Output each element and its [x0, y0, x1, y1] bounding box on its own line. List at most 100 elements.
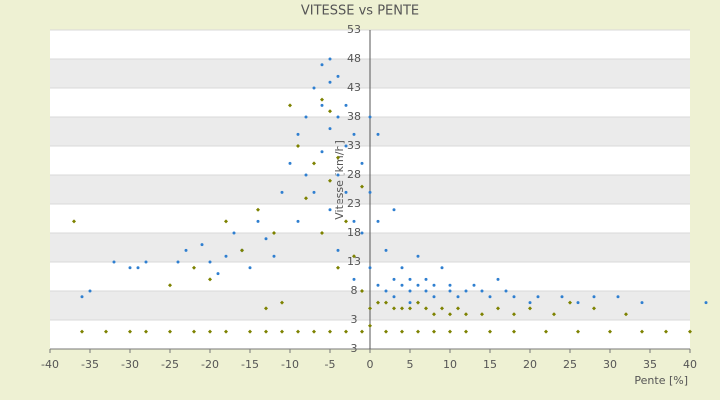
- point: [400, 306, 404, 311]
- point: [312, 329, 316, 334]
- point: [328, 57, 332, 61]
- point: [224, 219, 228, 224]
- point: [344, 329, 348, 334]
- point: [392, 306, 396, 311]
- point: [392, 277, 396, 281]
- point: [256, 207, 260, 212]
- point: [384, 300, 388, 305]
- point: [208, 329, 212, 334]
- point: [360, 289, 364, 293]
- point: [80, 295, 84, 299]
- point: [360, 329, 364, 334]
- point: [552, 312, 556, 317]
- point: [344, 190, 348, 194]
- point: [440, 306, 444, 311]
- point: [328, 127, 332, 131]
- point: [416, 329, 420, 334]
- point: [336, 173, 340, 177]
- point: [232, 231, 236, 235]
- point: [168, 329, 172, 334]
- point: [320, 150, 324, 154]
- point: [368, 115, 372, 119]
- y-tick-label: 18: [347, 226, 361, 239]
- point: [568, 300, 572, 305]
- point: [704, 301, 708, 305]
- point: [304, 115, 308, 119]
- x-axis-title: Pente [%]: [634, 374, 688, 387]
- point: [336, 115, 340, 119]
- point: [144, 329, 148, 334]
- point: [336, 265, 340, 270]
- point: [224, 329, 228, 334]
- point: [480, 312, 484, 317]
- point: [296, 329, 300, 334]
- point: [432, 283, 436, 287]
- point: [544, 329, 548, 334]
- point: [616, 295, 620, 299]
- y-axis-title: Vitesse [km/h]: [333, 140, 346, 220]
- point: [304, 196, 308, 201]
- point: [416, 283, 420, 287]
- x-tick-label: 5: [407, 358, 414, 371]
- point: [328, 329, 332, 334]
- x-tick-label: 35: [643, 358, 657, 371]
- point: [104, 329, 108, 334]
- point: [208, 277, 212, 282]
- point: [72, 219, 76, 224]
- point: [488, 329, 492, 334]
- point: [272, 254, 276, 258]
- x-tick-label: -30: [121, 358, 139, 371]
- y-tick-label: 3: [351, 313, 358, 326]
- point: [432, 329, 436, 334]
- point: [640, 329, 644, 334]
- point: [472, 283, 476, 287]
- point: [592, 306, 596, 311]
- point: [664, 329, 668, 334]
- point: [464, 312, 468, 317]
- point: [336, 74, 340, 78]
- point: [392, 295, 396, 299]
- point: [224, 254, 228, 258]
- point: [88, 289, 92, 293]
- point: [200, 243, 204, 247]
- point: [320, 231, 324, 235]
- point: [176, 260, 180, 264]
- point: [536, 295, 540, 299]
- x-tick-label: 0: [367, 358, 374, 371]
- point: [512, 295, 516, 299]
- point: [296, 132, 300, 136]
- point: [352, 219, 356, 223]
- y-tick-label: 13: [347, 255, 361, 268]
- point: [312, 161, 316, 166]
- point: [488, 295, 492, 299]
- point: [296, 219, 300, 223]
- point: [272, 231, 276, 235]
- y-tick-label: 33: [347, 139, 361, 152]
- point: [328, 109, 332, 114]
- point: [168, 283, 172, 288]
- x-tick-label: -5: [325, 358, 336, 371]
- point: [528, 301, 532, 305]
- point: [336, 248, 340, 252]
- point: [352, 254, 356, 259]
- point: [448, 329, 452, 334]
- x-tick-label: -40: [41, 358, 59, 371]
- point: [512, 329, 516, 334]
- point: [312, 86, 316, 90]
- point: [184, 248, 188, 252]
- point: [344, 103, 348, 107]
- x-tick-label: -25: [161, 358, 179, 371]
- point: [504, 289, 508, 293]
- point: [456, 295, 460, 299]
- point: [408, 277, 412, 281]
- y-tick-label: 43: [347, 81, 361, 94]
- point: [360, 184, 364, 189]
- point: [576, 329, 580, 334]
- point: [256, 219, 260, 223]
- point: [328, 208, 332, 212]
- point: [424, 289, 428, 293]
- x-tick-label: 25: [563, 358, 577, 371]
- point: [128, 329, 132, 334]
